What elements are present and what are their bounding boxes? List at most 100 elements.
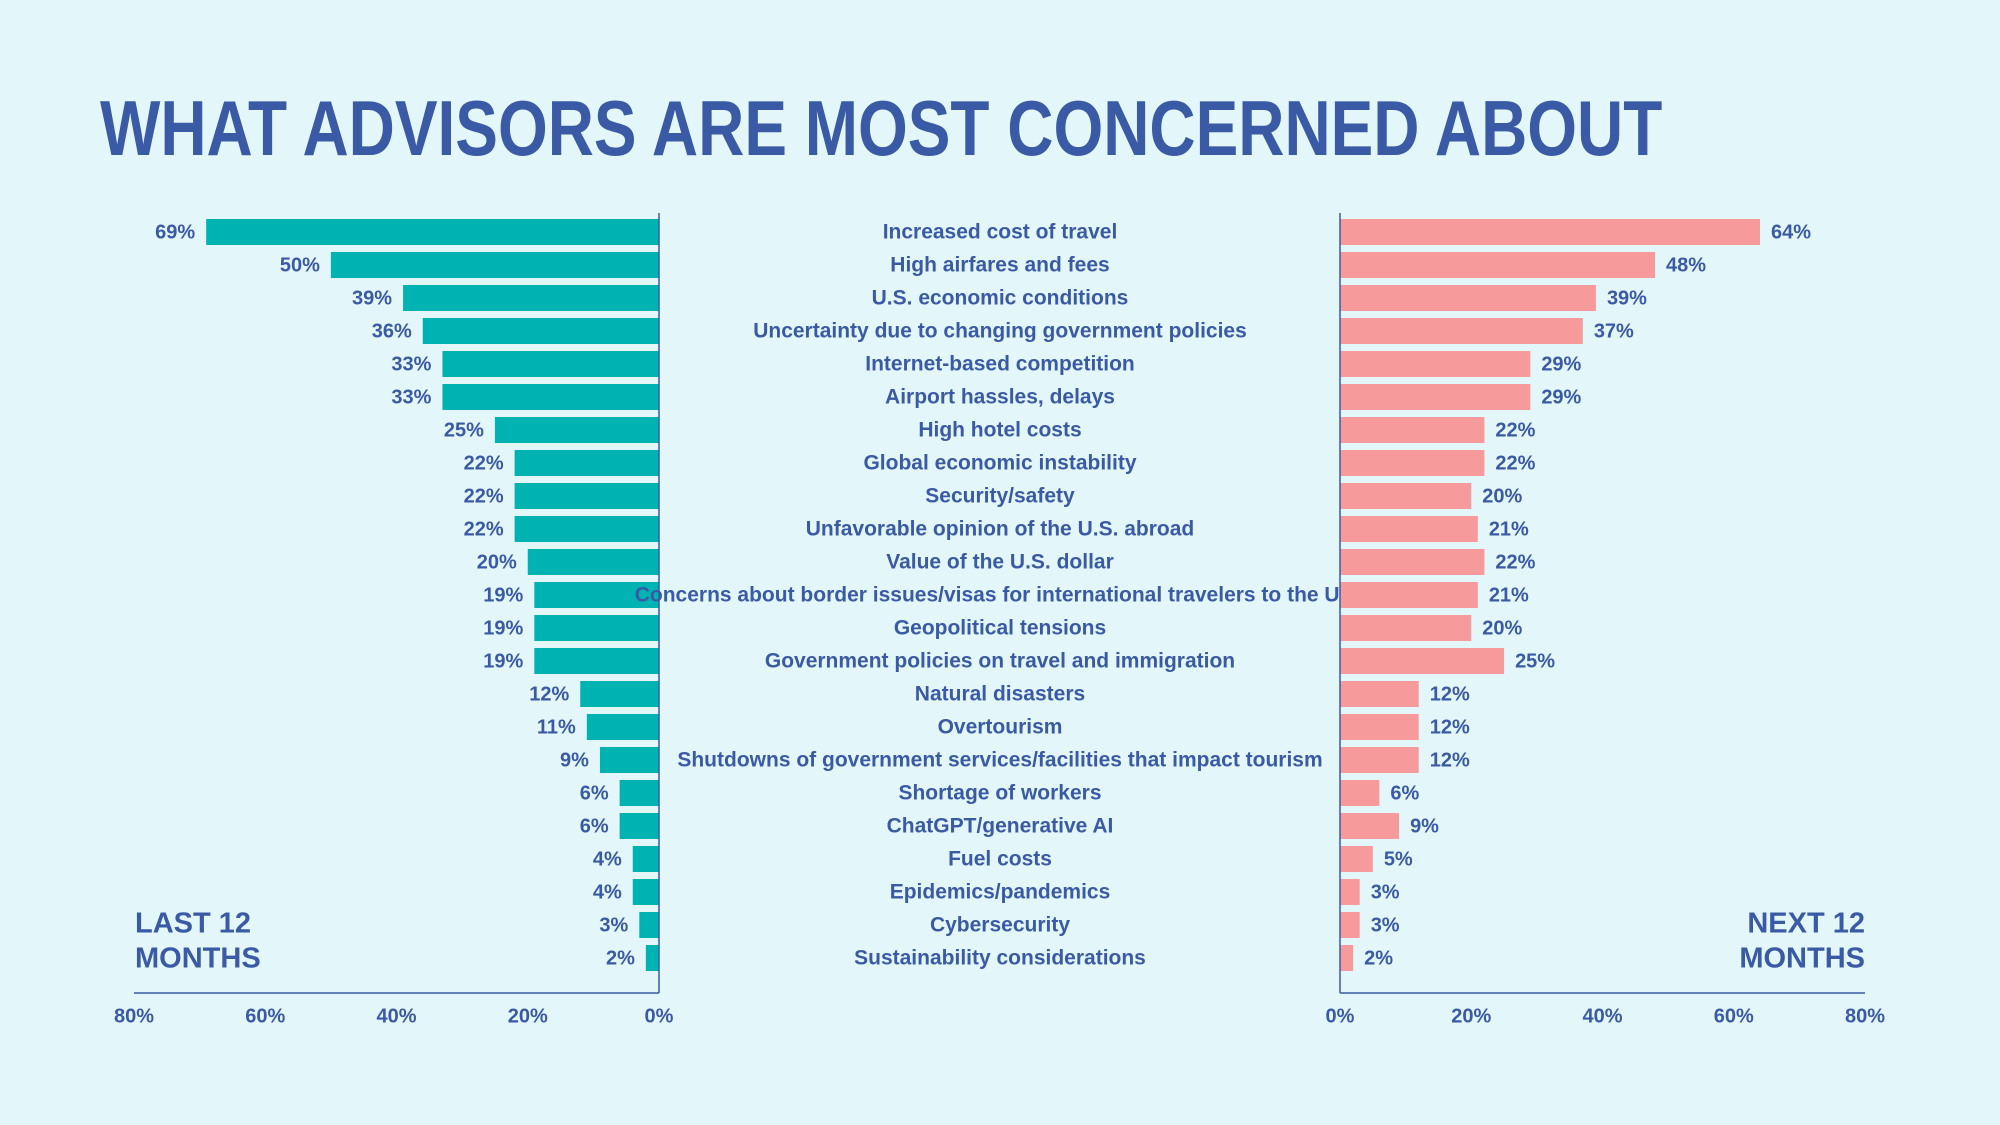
bar-last-12-months <box>619 780 659 806</box>
category-label: Unfavorable opinion of the U.S. abroad <box>806 518 1195 541</box>
value-label-next-12-months: 21% <box>1489 518 1529 540</box>
bar-next-12-months <box>1340 846 1373 872</box>
category-label: Global economic instability <box>863 452 1136 475</box>
value-label-last-12-months: 50% <box>280 254 320 276</box>
bar-last-12-months <box>442 384 659 410</box>
bar-next-12-months <box>1340 450 1485 476</box>
value-label-next-12-months: 9% <box>1410 815 1439 837</box>
x-tick-label-right: 60% <box>1714 1005 1754 1027</box>
value-label-last-12-months: 22% <box>464 485 504 507</box>
category-label: Natural disasters <box>915 683 1085 706</box>
legend-next-12-months: NEXT 12 <box>1747 908 1865 940</box>
bar-next-12-months <box>1340 780 1380 806</box>
x-tick-label-left: 40% <box>376 1005 416 1027</box>
category-label: Epidemics/pandemics <box>890 881 1111 904</box>
value-label-next-12-months: 37% <box>1594 320 1634 342</box>
bar-next-12-months <box>1340 747 1419 773</box>
value-label-next-12-months: 48% <box>1666 254 1706 276</box>
value-label-next-12-months: 22% <box>1495 419 1535 441</box>
category-label: High airfares and fees <box>890 254 1109 277</box>
value-label-last-12-months: 3% <box>599 914 628 936</box>
value-label-last-12-months: 39% <box>352 287 392 309</box>
category-label: Government policies on travel and immigr… <box>765 650 1235 673</box>
bar-next-12-months <box>1340 879 1360 905</box>
category-label: Fuel costs <box>948 848 1052 871</box>
value-label-last-12-months: 2% <box>606 947 635 969</box>
bar-last-12-months <box>206 219 659 245</box>
bar-last-12-months <box>534 648 659 674</box>
x-tick-label-left: 20% <box>508 1005 548 1027</box>
category-label: Cybersecurity <box>930 914 1070 937</box>
category-label: Overtourism <box>938 716 1063 739</box>
legend-next-12-months: MONTHS <box>1739 943 1865 975</box>
bar-last-12-months <box>442 351 659 377</box>
bar-next-12-months <box>1340 681 1419 707</box>
bar-last-12-months <box>586 714 659 740</box>
bar-next-12-months <box>1340 813 1400 839</box>
bar-last-12-months <box>403 285 659 311</box>
category-label: Value of the U.S. dollar <box>886 551 1114 574</box>
value-label-last-12-months: 33% <box>391 386 431 408</box>
value-label-next-12-months: 20% <box>1482 485 1522 507</box>
bar-next-12-months <box>1340 285 1596 311</box>
value-label-last-12-months: 25% <box>444 419 484 441</box>
category-label: Increased cost of travel <box>883 221 1118 244</box>
category-label: Geopolitical tensions <box>894 617 1106 640</box>
value-label-next-12-months: 3% <box>1371 881 1400 903</box>
bar-last-12-months <box>619 813 659 839</box>
x-tick-label-right: 40% <box>1582 1005 1622 1027</box>
value-label-last-12-months: 19% <box>483 617 523 639</box>
value-label-last-12-months: 69% <box>155 221 195 243</box>
bar-next-12-months <box>1340 384 1531 410</box>
bar-next-12-months <box>1340 417 1485 443</box>
value-label-next-12-months: 21% <box>1489 584 1529 606</box>
bar-next-12-months <box>1340 219 1760 245</box>
bar-next-12-months <box>1340 648 1505 674</box>
value-label-next-12-months: 5% <box>1384 848 1413 870</box>
category-label: Sustainability considerations <box>854 947 1146 970</box>
x-tick-label-left: 60% <box>245 1005 285 1027</box>
legend-last-12-months: LAST 12 <box>135 908 251 940</box>
category-label: Internet-based competition <box>865 353 1135 376</box>
bar-last-12-months <box>494 417 659 443</box>
bar-last-12-months <box>632 846 659 872</box>
value-label-next-12-months: 22% <box>1495 452 1535 474</box>
bar-last-12-months <box>639 912 659 938</box>
category-label: Uncertainty due to changing government p… <box>753 320 1247 343</box>
value-label-last-12-months: 19% <box>483 584 523 606</box>
bar-last-12-months <box>422 318 659 344</box>
value-label-last-12-months: 11% <box>537 716 576 738</box>
value-label-last-12-months: 6% <box>580 782 609 804</box>
bar-last-12-months <box>645 945 659 971</box>
value-label-last-12-months: 4% <box>593 848 622 870</box>
bar-last-12-months <box>534 615 659 641</box>
value-label-last-12-months: 22% <box>464 452 504 474</box>
value-label-next-12-months: 20% <box>1482 617 1522 639</box>
legend-last-12-months: MONTHS <box>135 943 261 975</box>
bar-last-12-months <box>632 879 659 905</box>
bar-last-12-months <box>527 549 659 575</box>
bar-next-12-months <box>1340 912 1360 938</box>
category-label: Shortage of workers <box>898 782 1101 805</box>
bar-last-12-months <box>330 252 659 278</box>
value-label-last-12-months: 20% <box>477 551 517 573</box>
bar-last-12-months <box>514 450 659 476</box>
bar-next-12-months <box>1340 483 1472 509</box>
value-label-next-12-months: 3% <box>1371 914 1400 936</box>
bar-next-12-months <box>1340 252 1655 278</box>
category-label: U.S. economic conditions <box>872 287 1129 310</box>
x-tick-label-left: 80% <box>114 1005 154 1027</box>
value-label-next-12-months: 25% <box>1515 650 1555 672</box>
bar-next-12-months <box>1340 714 1419 740</box>
value-label-last-12-months: 36% <box>372 320 412 342</box>
bar-last-12-months <box>534 582 659 608</box>
bar-next-12-months <box>1340 615 1472 641</box>
category-label: Airport hassles, delays <box>885 386 1115 409</box>
bar-last-12-months <box>514 483 659 509</box>
category-label: Security/safety <box>925 485 1075 508</box>
category-label: Shutdowns of government services/facilit… <box>677 749 1322 772</box>
x-tick-label-left: 0% <box>645 1005 674 1027</box>
value-label-next-12-months: 29% <box>1541 386 1581 408</box>
bar-next-12-months <box>1340 549 1485 575</box>
value-label-last-12-months: 12% <box>529 683 569 705</box>
